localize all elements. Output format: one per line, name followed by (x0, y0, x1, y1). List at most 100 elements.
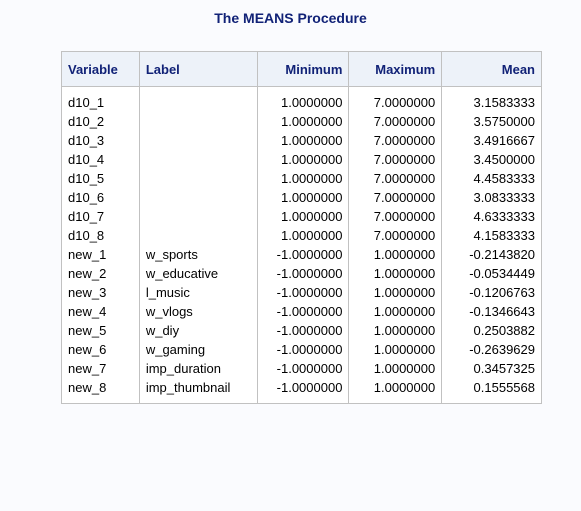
cell-minimum: 1.0000000 (256, 188, 350, 207)
cell-mean: 3.0833333 (441, 188, 542, 207)
cell-minimum: -1.0000000 (256, 378, 350, 404)
table-body: d10_1 1.0000000 7.0000000 3.1583333 d10_2 1.0… (61, 86, 542, 404)
cell-label (138, 188, 258, 207)
cell-variable: d10_2 (61, 112, 140, 131)
cell-mean: 3.1583333 (441, 86, 542, 112)
cell-mean: 3.4916667 (441, 131, 542, 150)
cell-mean: 4.4583333 (441, 169, 542, 188)
cell-variable: new_5 (61, 321, 140, 340)
cell-minimum: 1.0000000 (256, 86, 350, 112)
table-row: new_7 imp_duration -1.0000000 1.0000000 0.34… (61, 359, 542, 378)
cell-label: w_educative (138, 264, 258, 283)
cell-maximum: 7.0000000 (348, 86, 443, 112)
cell-minimum: 1.0000000 (256, 131, 350, 150)
cell-maximum: 7.0000000 (348, 188, 443, 207)
cell-label (138, 226, 258, 245)
cell-variable: new_2 (61, 264, 140, 283)
cell-mean: 3.5750000 (441, 112, 542, 131)
cell-mean: -0.1206763 (441, 283, 542, 302)
cell-label: imp_thumbnail (138, 378, 258, 404)
cell-label: l_music (138, 283, 258, 302)
table-row: new_2 w_educative -1.0000000 1.0000000 -0.05… (61, 264, 542, 283)
cell-maximum: 1.0000000 (348, 302, 443, 321)
cell-maximum: 7.0000000 (348, 226, 443, 245)
cell-label (138, 86, 258, 112)
table-row: d10_1 1.0000000 7.0000000 3.1583333 (61, 86, 542, 112)
cell-minimum: 1.0000000 (256, 150, 350, 169)
table-row: d10_8 1.0000000 7.0000000 4.1583333 (61, 226, 542, 245)
cell-label: w_sports (138, 245, 258, 264)
column-header-mean: Mean (441, 51, 542, 87)
cell-variable: d10_1 (61, 86, 140, 112)
cell-mean: 0.3457325 (441, 359, 542, 378)
procedure-title: The MEANS Procedure (214, 10, 367, 26)
table-row: d10_6 1.0000000 7.0000000 3.0833333 (61, 188, 542, 207)
cell-minimum: -1.0000000 (256, 245, 350, 264)
cell-minimum: -1.0000000 (256, 321, 350, 340)
cell-variable: new_8 (61, 378, 140, 404)
cell-mean: 0.2503882 (441, 321, 542, 340)
cell-label (138, 150, 258, 169)
cell-maximum: 7.0000000 (348, 131, 443, 150)
cell-label (138, 112, 258, 131)
cell-variable: new_4 (61, 302, 140, 321)
cell-mean: 4.6333333 (441, 207, 542, 226)
column-header-maximum: Maximum (348, 51, 443, 87)
cell-label (138, 131, 258, 150)
cell-maximum: 1.0000000 (348, 283, 443, 302)
cell-mean: -0.1346643 (441, 302, 542, 321)
cell-maximum: 7.0000000 (348, 207, 443, 226)
cell-label (138, 207, 258, 226)
cell-mean: 0.1555568 (441, 378, 542, 404)
table-row: new_3 l_music -1.0000000 1.0000000 -0.120676… (61, 283, 542, 302)
cell-variable: new_7 (61, 359, 140, 378)
column-header-label: Label (138, 51, 258, 87)
cell-minimum: 1.0000000 (256, 226, 350, 245)
cell-variable: d10_8 (61, 226, 140, 245)
cell-label: w_diy (138, 321, 258, 340)
cell-maximum: 1.0000000 (348, 264, 443, 283)
cell-variable: d10_7 (61, 207, 140, 226)
table-row: new_8 imp_thumbnail -1.0000000 1.0000000 0.1… (61, 378, 542, 404)
cell-minimum: -1.0000000 (256, 302, 350, 321)
cell-minimum: -1.0000000 (256, 359, 350, 378)
cell-label: imp_duration (138, 359, 258, 378)
table-row: d10_2 1.0000000 7.0000000 3.5750000 (61, 112, 542, 131)
cell-mean: -0.0534449 (441, 264, 542, 283)
cell-mean: 3.4500000 (441, 150, 542, 169)
cell-minimum: -1.0000000 (256, 340, 350, 359)
table-row: d10_7 1.0000000 7.0000000 4.6333333 (61, 207, 542, 226)
cell-maximum: 7.0000000 (348, 112, 443, 131)
cell-label: w_vlogs (138, 302, 258, 321)
cell-variable: new_1 (61, 245, 140, 264)
cell-variable: new_6 (61, 340, 140, 359)
cell-variable: d10_4 (61, 150, 140, 169)
cell-variable: d10_6 (61, 188, 140, 207)
cell-maximum: 7.0000000 (348, 150, 443, 169)
cell-label: w_gaming (138, 340, 258, 359)
cell-maximum: 7.0000000 (348, 169, 443, 188)
cell-mean: -0.2639629 (441, 340, 542, 359)
cell-variable: d10_3 (61, 131, 140, 150)
column-header-variable: Variable (61, 51, 140, 87)
means-table: Variable Label Minimum Maximum Mean d10_… (61, 51, 542, 404)
cell-minimum: 1.0000000 (256, 112, 350, 131)
cell-minimum: 1.0000000 (256, 169, 350, 188)
table-row: new_4 w_vlogs -1.0000000 1.0000000 -0.134664… (61, 302, 542, 321)
cell-minimum: 1.0000000 (256, 207, 350, 226)
table-row: new_6 w_gaming -1.0000000 1.0000000 -0.26396… (61, 340, 542, 359)
cell-label (138, 169, 258, 188)
cell-maximum: 1.0000000 (348, 245, 443, 264)
cell-mean: 4.1583333 (441, 226, 542, 245)
cell-variable: new_3 (61, 283, 140, 302)
means-table-container: Variable Label Minimum Maximum Mean d10_… (61, 51, 542, 404)
table-row: d10_4 1.0000000 7.0000000 3.4500000 (61, 150, 542, 169)
cell-maximum: 1.0000000 (348, 321, 443, 340)
cell-maximum: 1.0000000 (348, 378, 443, 404)
column-header-minimum: Minimum (256, 51, 350, 87)
table-row: new_1 w_sports -1.0000000 1.0000000 -0.21438… (61, 245, 542, 264)
table-row: d10_5 1.0000000 7.0000000 4.4583333 (61, 169, 542, 188)
cell-minimum: -1.0000000 (256, 283, 350, 302)
cell-maximum: 1.0000000 (348, 359, 443, 378)
